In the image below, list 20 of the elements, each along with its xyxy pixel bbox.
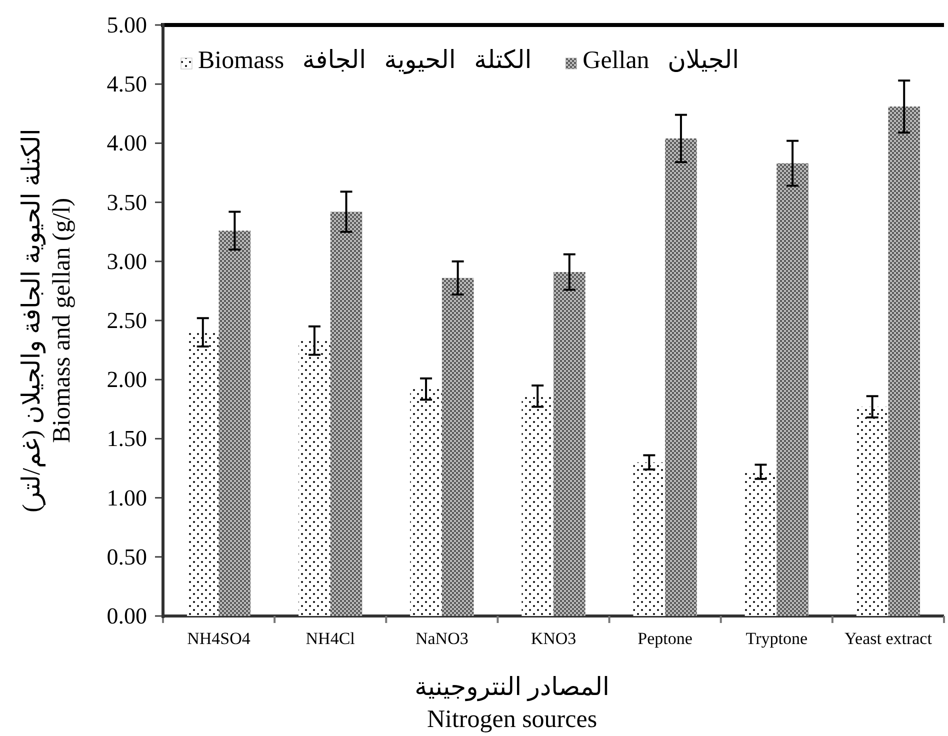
legend-label: Gellan الجيلان	[582, 47, 740, 74]
x-tick-label: Tryptone	[746, 629, 808, 648]
x-tick-label: NH4SO4	[187, 629, 251, 648]
y-tick-label: 1.50	[106, 426, 147, 452]
x-tick-label: KNO3	[530, 629, 576, 648]
y-tick-label: 3.50	[106, 190, 147, 215]
y-tick-label: 0.00	[106, 604, 147, 628]
y-tick-label: 2.50	[106, 308, 147, 333]
x-tick-label: Peptone	[638, 629, 692, 648]
x-tick-label: NH4Cl	[306, 629, 356, 648]
y-tick-label: 0.50	[106, 544, 147, 570]
legend-label: Biomass الكتلة الحيوية الجافة	[198, 47, 532, 75]
y-tick-label: 4.00	[106, 130, 147, 156]
x-tick-label: NaNO3	[415, 629, 468, 648]
y-tick-label: 5.00	[106, 12, 147, 38]
y-tick-label: 3.00	[106, 248, 147, 274]
y-tick-label: 1.00	[106, 485, 147, 510]
x-tick-label: Yeast extract	[844, 629, 932, 648]
y-tick-label: 2.00	[106, 367, 147, 392]
y-tick-label: 4.50	[106, 72, 147, 97]
